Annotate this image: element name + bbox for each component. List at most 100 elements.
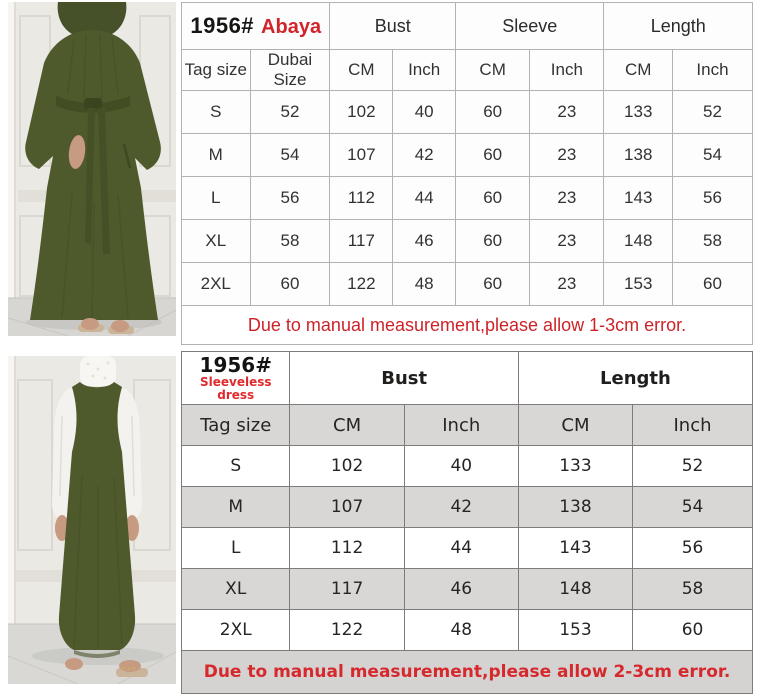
size-label-cell: M	[180, 486, 291, 528]
measurement-cell: 148	[517, 568, 634, 610]
size-label-cell: S	[181, 90, 251, 134]
size-row: L 56 112 44 60 23 143 56	[181, 176, 753, 220]
measurement-cell: 60	[455, 176, 531, 220]
col-header-length-inch: Inch	[672, 49, 753, 91]
abaya-size-table: 1956# Abaya Bust Sleeve Length Tag size D…	[180, 2, 753, 345]
measurement-cell: 42	[392, 133, 457, 177]
product-code: 1956#	[199, 352, 272, 377]
measurement-cell: 117	[289, 568, 405, 610]
measurement-cell: 46	[403, 568, 519, 610]
group-header-row: 1956# Abaya Bust Sleeve Length	[180, 2, 753, 50]
measurement-cell: 102	[329, 90, 394, 134]
measurement-cell: 54	[632, 486, 753, 528]
abaya-photo-illustration	[8, 2, 176, 336]
measurement-cell: 122	[329, 262, 394, 306]
measurement-cell: 56	[632, 527, 753, 569]
product-code: 1956#	[190, 13, 255, 38]
group-header-row: 1956# Sleeveless dress Bust Length	[180, 351, 754, 405]
size-row: 2XL 60 122 48 60 23 153 60	[181, 262, 753, 306]
col-header-sleeve-inch: Inch	[529, 49, 605, 91]
measurement-cell: 122	[289, 609, 405, 651]
measurement-cell: 58	[249, 219, 331, 263]
size-row: XL 117 46 148 58	[180, 568, 753, 610]
sleeveless-size-table: 1956# Sleeveless dress Bust Length Tag s…	[180, 351, 754, 694]
measurement-cell: 138	[603, 133, 673, 177]
measurement-cell: 107	[289, 486, 405, 528]
col-header-bust-inch: Inch	[392, 49, 457, 91]
size-label-cell: L	[180, 527, 291, 569]
group-header-bust: Bust	[289, 351, 519, 405]
measurement-cell: 148	[603, 219, 673, 263]
measurement-cell: 40	[403, 445, 519, 487]
size-label-cell: L	[181, 176, 251, 220]
size-row: M 54 107 42 60 23 138 54	[181, 133, 753, 177]
size-label-cell: 2XL	[181, 262, 251, 306]
measurement-cell: 60	[672, 262, 753, 306]
sleeveless-size-rows: S 102 40 133 52 M 107 42 138 54 L 112 44 143 56 XL 117 46…	[180, 445, 753, 651]
col-header-length-cm: CM	[603, 49, 673, 91]
abaya-size-rows: S 52 102 40 60 23 133 52 M 54 107 42 60 23 138 54 L 56 112…	[181, 90, 753, 306]
measurement-cell: 107	[329, 133, 394, 177]
measurement-cell: 143	[603, 176, 673, 220]
col-header-dubai-size: Dubai Size	[249, 49, 331, 91]
measurement-cell: 23	[529, 176, 605, 220]
size-label-cell: S	[180, 445, 291, 487]
measurement-cell: 60	[455, 133, 531, 177]
size-row: 2XL 122 48 153 60	[180, 609, 753, 651]
sleeveless-dress-product-photo	[0, 349, 178, 685]
column-header-row: Tag size Dubai Size CM Inch CM Inch CM I…	[181, 49, 753, 91]
measurement-cell: 44	[392, 176, 457, 220]
measurement-note: Due to manual measurement,please allow 1…	[181, 305, 753, 345]
measurement-cell: 48	[403, 609, 519, 651]
measurement-cell: 138	[517, 486, 634, 528]
abaya-product-photo	[0, 0, 178, 341]
measurement-cell: 143	[517, 527, 634, 569]
size-row: M 107 42 138 54	[180, 486, 753, 528]
col-header-bust-cm: CM	[289, 404, 405, 446]
group-header-bust: Bust	[329, 2, 457, 50]
measurement-cell: 102	[289, 445, 405, 487]
col-header-bust-inch: Inch	[403, 404, 519, 446]
measurement-cell: 52	[672, 90, 753, 134]
measurement-cell: 23	[529, 133, 605, 177]
size-row: XL 58 117 46 60 23 148 58	[181, 219, 753, 263]
measurement-cell: 60	[455, 219, 531, 263]
size-label-cell: M	[181, 133, 251, 177]
product-variant: Sleeveless dress	[199, 374, 272, 402]
col-header-sleeve-cm: CM	[455, 49, 531, 91]
measurement-cell: 42	[403, 486, 519, 528]
measurement-cell: 112	[289, 527, 405, 569]
measurement-cell: 133	[603, 90, 673, 134]
size-label-cell: XL	[181, 219, 251, 263]
measurement-cell: 112	[329, 176, 394, 220]
col-header-tag-size: Tag size	[181, 49, 251, 91]
size-label-cell: XL	[180, 568, 291, 610]
product-title-cell: 1956# Abaya	[180, 2, 331, 50]
measurement-cell: 153	[517, 609, 634, 651]
size-row: S 52 102 40 60 23 133 52	[181, 90, 753, 134]
measurement-cell: 56	[672, 176, 753, 220]
note-row: Due to manual measurement,please allow 2…	[181, 650, 753, 694]
measurement-cell: 23	[529, 262, 605, 306]
sleeveless-dress-panel: 1956# Sleeveless dress Bust Length Tag s…	[0, 349, 757, 694]
col-header-length-cm: CM	[517, 404, 634, 446]
measurement-cell: 46	[392, 219, 457, 263]
column-header-row: Tag size CM Inch CM Inch	[180, 404, 753, 446]
measurement-cell: 40	[392, 90, 457, 134]
measurement-cell: 23	[529, 219, 605, 263]
measurement-cell: 60	[455, 262, 531, 306]
measurement-cell: 52	[249, 90, 331, 134]
sleeveless-dress-photo-illustration	[8, 356, 176, 684]
measurement-note: Due to manual measurement,please allow 2…	[181, 650, 753, 694]
abaya-panel: 1956# Abaya Bust Sleeve Length Tag size D…	[0, 0, 757, 345]
size-row: L 112 44 143 56	[180, 527, 753, 569]
group-header-sleeve: Sleeve	[455, 2, 605, 50]
measurement-cell: 48	[392, 262, 457, 306]
measurement-cell: 58	[672, 219, 753, 263]
group-header-length: Length	[603, 2, 753, 50]
size-label-cell: 2XL	[180, 609, 291, 651]
measurement-cell: 44	[403, 527, 519, 569]
measurement-cell: 58	[632, 568, 753, 610]
measurement-cell: 60	[455, 90, 531, 134]
product-title-cell: 1956# Sleeveless dress	[180, 351, 291, 405]
